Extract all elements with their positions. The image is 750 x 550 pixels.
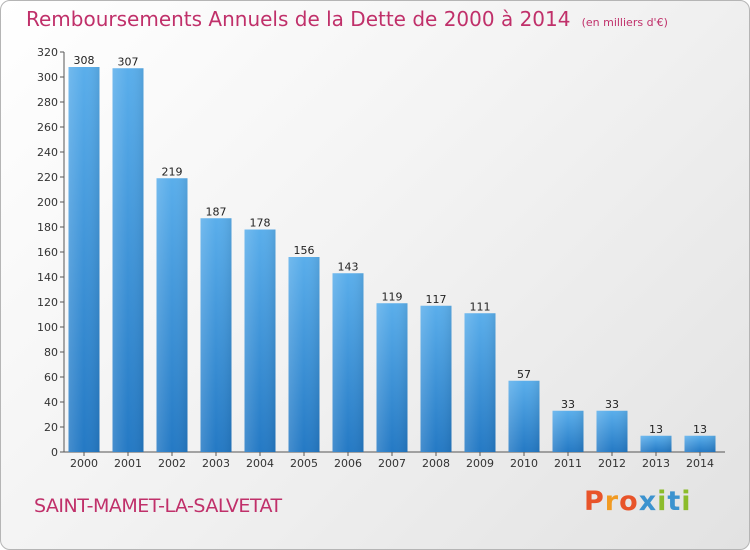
data-label: 219 [162, 165, 183, 178]
proxiti-logo: Proxiti [584, 486, 692, 517]
y-tick-label: 60 [44, 371, 58, 384]
bars: 308 307 219 187 178 156 143 119 117 111 57 33 33 13 13 [68, 54, 716, 452]
y-tick-label: 300 [37, 71, 58, 84]
bar-shine [464, 313, 496, 452]
bar-shine [684, 435, 716, 452]
bar-shine [244, 229, 276, 452]
chart-title-row: Remboursements Annuels de la Dette de 20… [26, 7, 668, 31]
y-tick-label: 40 [44, 396, 58, 409]
y-tick-label: 200 [37, 196, 58, 209]
x-tick-label: 2011 [554, 457, 582, 470]
x-axis: 2000 2001 2002 2003 2004 2005 2006 2007 2008 2009… [64, 451, 725, 470]
bar-shine [112, 68, 144, 452]
x-tick-label: 2006 [334, 457, 362, 470]
data-label: 111 [470, 300, 491, 313]
y-tick-label: 100 [37, 321, 58, 334]
x-tick-label: 2003 [202, 457, 230, 470]
bar-shine [552, 410, 584, 452]
bar-shine [332, 273, 364, 452]
data-label: 308 [74, 54, 95, 67]
bar-shine [596, 410, 628, 452]
y-axis: 0 20 40 60 80 100 120 140 160 180 200 220 240 260 280 3… [37, 46, 65, 459]
y-tick-label: 80 [44, 346, 58, 359]
x-tick-label: 2013 [642, 457, 670, 470]
y-tick-label: 20 [44, 421, 58, 434]
chart-title: Remboursements Annuels de la Dette de 20… [26, 7, 571, 31]
x-tick-label: 2008 [422, 457, 450, 470]
y-tick-label: 220 [37, 171, 58, 184]
x-tick-label: 2001 [114, 457, 142, 470]
bar-shine [68, 67, 100, 452]
bar-shine [420, 305, 452, 452]
y-tick-label: 0 [51, 446, 58, 459]
data-label: 13 [649, 423, 663, 436]
x-tick-label: 2010 [510, 457, 538, 470]
data-label: 13 [693, 423, 707, 436]
y-tick-label: 320 [37, 46, 58, 59]
data-label: 143 [338, 260, 359, 273]
bar-shine [640, 435, 672, 452]
data-label: 57 [517, 368, 531, 381]
bar-shine [288, 257, 320, 452]
x-tick-label: 2009 [466, 457, 494, 470]
x-tick-label: 2014 [686, 457, 714, 470]
x-tick-label: 2004 [246, 457, 274, 470]
data-label: 119 [382, 290, 403, 303]
data-label: 307 [118, 55, 139, 68]
x-tick-label: 2007 [378, 457, 406, 470]
y-tick-label: 140 [37, 271, 58, 284]
y-tick-label: 280 [37, 96, 58, 109]
commune-name: SAINT-MAMET-LA-SALVETAT [34, 495, 282, 517]
x-tick-label: 2012 [598, 457, 626, 470]
x-tick-label: 2005 [290, 457, 318, 470]
x-tick-label: 2002 [158, 457, 186, 470]
y-tick-label: 180 [37, 221, 58, 234]
data-label: 33 [561, 398, 575, 411]
y-tick-label: 240 [37, 146, 58, 159]
bar-shine [156, 178, 188, 452]
bar-shine [376, 303, 408, 452]
data-label: 156 [294, 244, 315, 257]
x-tick-label: 2000 [70, 457, 98, 470]
y-tick-label: 120 [37, 296, 58, 309]
y-tick-label: 160 [37, 246, 58, 259]
chart-unit: (en milliers d'€) [581, 16, 668, 29]
y-tick-label: 260 [37, 121, 58, 134]
data-label: 187 [206, 205, 227, 218]
bar-shine [508, 380, 540, 452]
data-label: 178 [250, 217, 271, 230]
data-label: 33 [605, 398, 619, 411]
bar-shine [200, 218, 232, 452]
data-label: 117 [426, 293, 447, 306]
